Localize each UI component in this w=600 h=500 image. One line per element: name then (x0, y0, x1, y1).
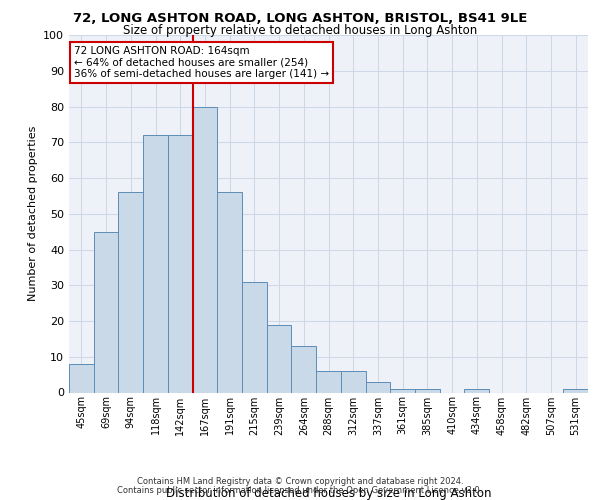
Text: 72, LONG ASHTON ROAD, LONG ASHTON, BRISTOL, BS41 9LE: 72, LONG ASHTON ROAD, LONG ASHTON, BRIST… (73, 12, 527, 26)
Bar (464, 389, 489, 392)
Bar (292, 346, 316, 393)
Text: 72 LONG ASHTON ROAD: 164sqm
← 64% of detached houses are smaller (254)
36% of se: 72 LONG ASHTON ROAD: 164sqm ← 64% of det… (74, 46, 329, 79)
Bar (563, 389, 588, 392)
Text: Size of property relative to detached houses in Long Ashton: Size of property relative to detached ho… (123, 24, 477, 37)
Bar (118, 192, 143, 392)
Bar (69, 364, 94, 392)
Bar (390, 389, 415, 392)
Bar (94, 232, 118, 392)
Bar (341, 371, 365, 392)
Text: Contains HM Land Registry data © Crown copyright and database right 2024.: Contains HM Land Registry data © Crown c… (137, 477, 463, 486)
Bar (415, 389, 440, 392)
Bar (193, 106, 217, 393)
Bar (267, 324, 292, 392)
Bar (316, 371, 341, 392)
Bar (365, 382, 390, 392)
Y-axis label: Number of detached properties: Number of detached properties (28, 126, 38, 302)
Bar (242, 282, 267, 393)
X-axis label: Distribution of detached houses by size in Long Ashton: Distribution of detached houses by size … (166, 488, 491, 500)
Bar (168, 135, 193, 392)
Text: Contains public sector information licensed under the Open Government Licence v3: Contains public sector information licen… (118, 486, 482, 495)
Bar (143, 135, 168, 392)
Bar (217, 192, 242, 392)
